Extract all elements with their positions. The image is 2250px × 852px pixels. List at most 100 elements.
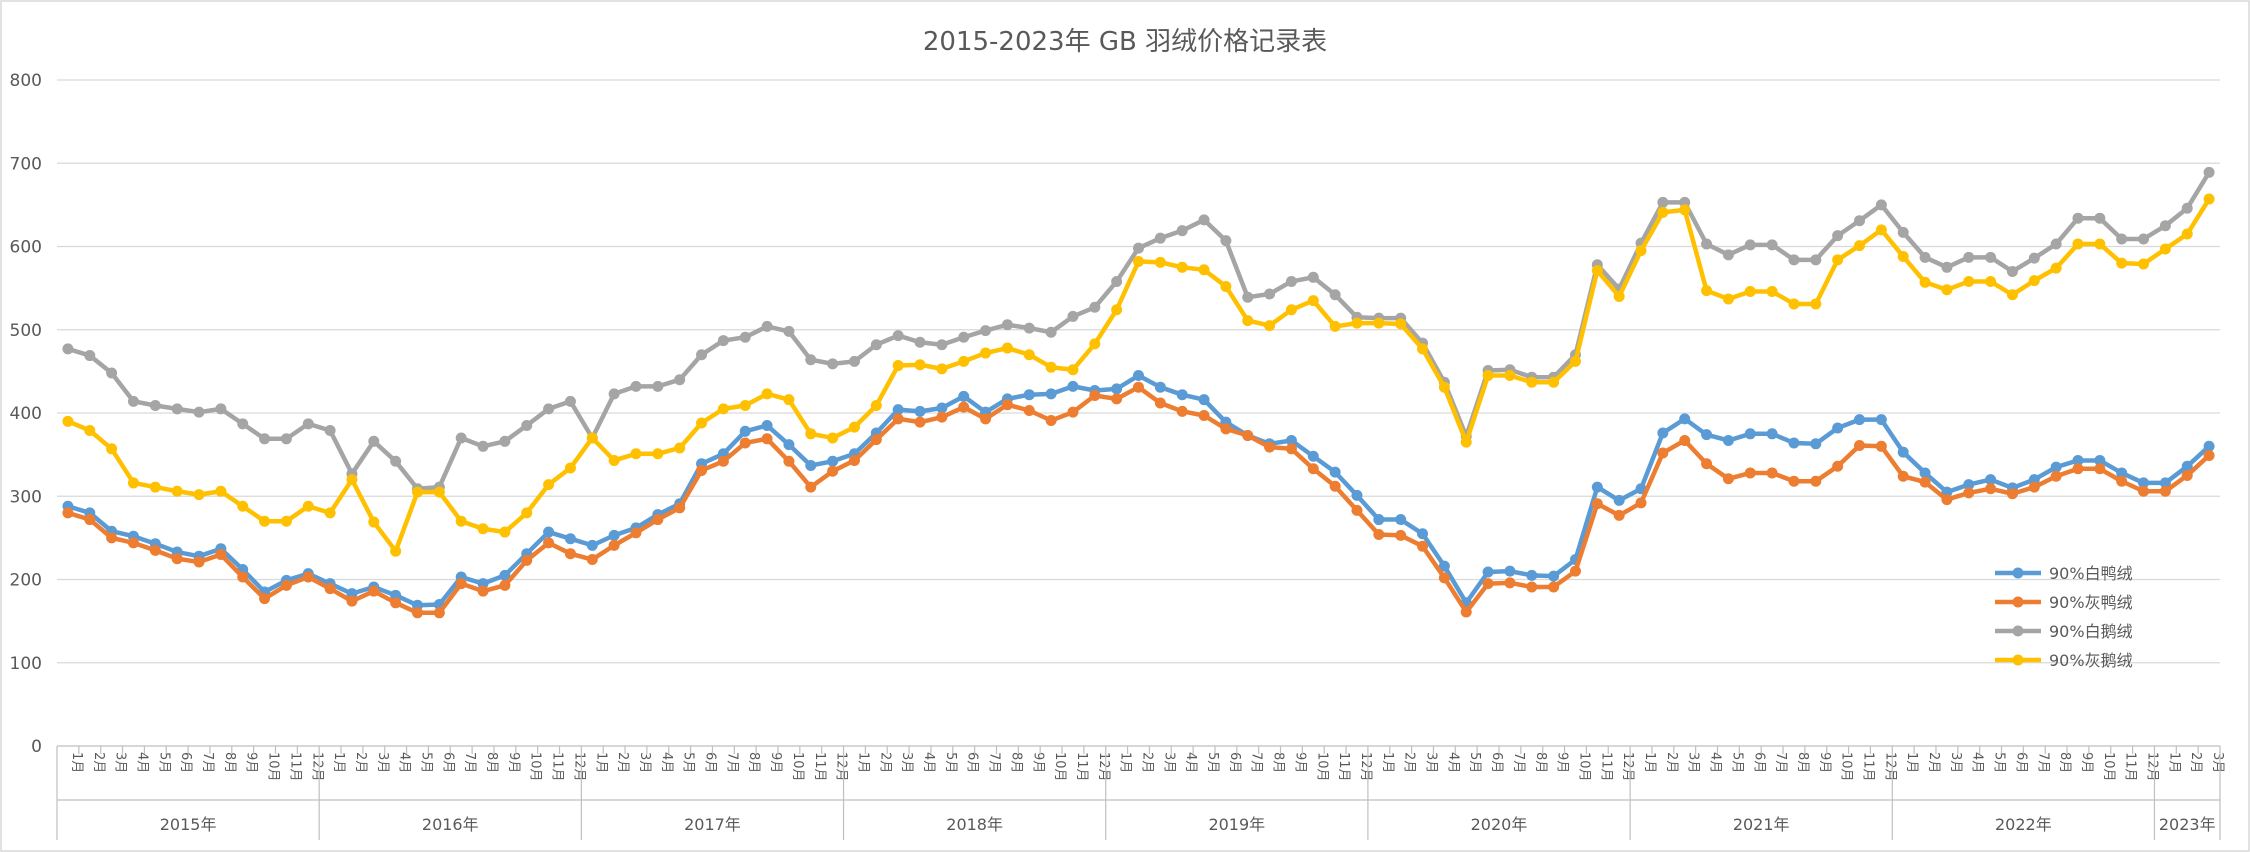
data-point	[1133, 242, 1144, 254]
data-point	[84, 514, 96, 526]
x-tick-label-month: 11月	[1598, 752, 1613, 782]
x-tick-label-month: 7月	[1249, 752, 1264, 773]
data-point	[1613, 494, 1625, 506]
data-point	[1985, 251, 1997, 263]
x-tick-label-month: 7月	[987, 752, 1002, 773]
data-point	[259, 433, 271, 445]
data-point	[1963, 251, 1975, 263]
data-point	[1307, 450, 1319, 462]
data-point	[1657, 427, 1669, 439]
legend-marker	[2012, 654, 2024, 666]
data-point	[1788, 475, 1800, 487]
data-point	[674, 374, 686, 386]
data-point	[1613, 290, 1625, 302]
data-point	[1242, 291, 1254, 303]
x-tick-label-month: 2月	[1664, 752, 1679, 773]
data-point	[1329, 480, 1341, 492]
data-point	[368, 516, 380, 528]
x-tick-label-month: 1月	[69, 752, 84, 773]
data-point	[1963, 487, 1975, 499]
data-point	[2203, 193, 2215, 205]
data-point	[1657, 447, 1669, 459]
data-point	[521, 554, 533, 566]
data-point	[1198, 394, 1210, 406]
data-point	[1722, 473, 1734, 485]
x-tick-label-month: 11月	[812, 752, 827, 782]
x-tick-label-year: 2015年	[160, 815, 217, 834]
data-point	[1635, 245, 1647, 257]
x-tick-label-month: 2月	[91, 752, 106, 773]
y-tick-label: 100	[10, 654, 42, 674]
data-point	[2138, 485, 2150, 497]
data-point	[1154, 256, 1166, 268]
data-point	[1307, 271, 1319, 283]
data-point	[1438, 572, 1450, 584]
data-point	[1067, 364, 1079, 376]
data-point	[106, 532, 118, 544]
x-tick-label-month: 4月	[1708, 752, 1723, 773]
x-tick-label-month: 5月	[1205, 752, 1220, 773]
data-point	[1810, 438, 1822, 450]
data-point	[761, 433, 773, 445]
data-point	[455, 432, 467, 444]
data-point	[1897, 446, 1909, 458]
data-point	[958, 355, 970, 367]
x-tick-label-month: 4月	[659, 752, 674, 773]
data-point	[2159, 477, 2171, 489]
data-point	[1854, 240, 1865, 252]
data-point	[259, 593, 271, 605]
x-tick-label-month: 11月	[287, 752, 302, 782]
data-point	[1526, 581, 1538, 593]
x-tick-label-month: 1月	[331, 752, 346, 773]
data-point	[1220, 235, 1232, 247]
data-point	[2159, 220, 2171, 232]
data-point	[1810, 475, 1822, 487]
data-point	[1722, 293, 1734, 305]
data-point	[1832, 422, 1844, 434]
data-point	[1285, 443, 1297, 455]
data-point	[739, 331, 751, 343]
x-tick-label-month: 6月	[178, 752, 193, 773]
data-point	[1919, 467, 1931, 479]
data-point	[805, 354, 817, 366]
data-point	[608, 388, 620, 400]
data-point	[1504, 577, 1516, 589]
data-point	[1875, 414, 1887, 426]
x-tick-label-month: 12月	[571, 752, 586, 782]
data-point	[2006, 265, 2018, 277]
x-tick-label-month: 12月	[834, 752, 849, 782]
data-point	[1023, 389, 1035, 401]
data-point	[149, 400, 161, 412]
x-tick-label-year: 2017年	[684, 815, 741, 834]
data-point	[1941, 494, 1953, 506]
x-tick-label-month: 2月	[615, 752, 630, 773]
data-point	[1111, 304, 1123, 316]
data-point	[1220, 423, 1232, 435]
data-point	[717, 403, 729, 415]
data-point	[2181, 469, 2193, 481]
x-tick-label-month: 1月	[1380, 752, 1395, 773]
data-point	[1176, 261, 1188, 273]
data-point	[1919, 476, 1931, 488]
data-point	[848, 421, 860, 433]
y-tick-label: 300	[10, 487, 42, 507]
x-tick-label-month: 7月	[1773, 752, 1788, 773]
x-tick-label-month: 9月	[768, 752, 783, 773]
data-point	[1198, 264, 1210, 276]
data-point	[2159, 243, 2171, 255]
data-point	[1133, 370, 1144, 382]
data-point	[1482, 578, 1494, 590]
x-tick-label-month: 6月	[440, 752, 455, 773]
data-point	[2072, 238, 2084, 250]
data-point	[2028, 275, 2040, 287]
data-point	[739, 400, 751, 412]
data-point	[193, 556, 205, 568]
data-point	[1176, 405, 1188, 417]
data-point	[2116, 257, 2128, 269]
data-point	[237, 571, 249, 583]
x-tick-label-month: 10月	[1576, 752, 1591, 782]
series-4	[62, 193, 2215, 557]
x-tick-label-year: 2022年	[1995, 815, 2052, 834]
data-point	[1198, 214, 1210, 226]
